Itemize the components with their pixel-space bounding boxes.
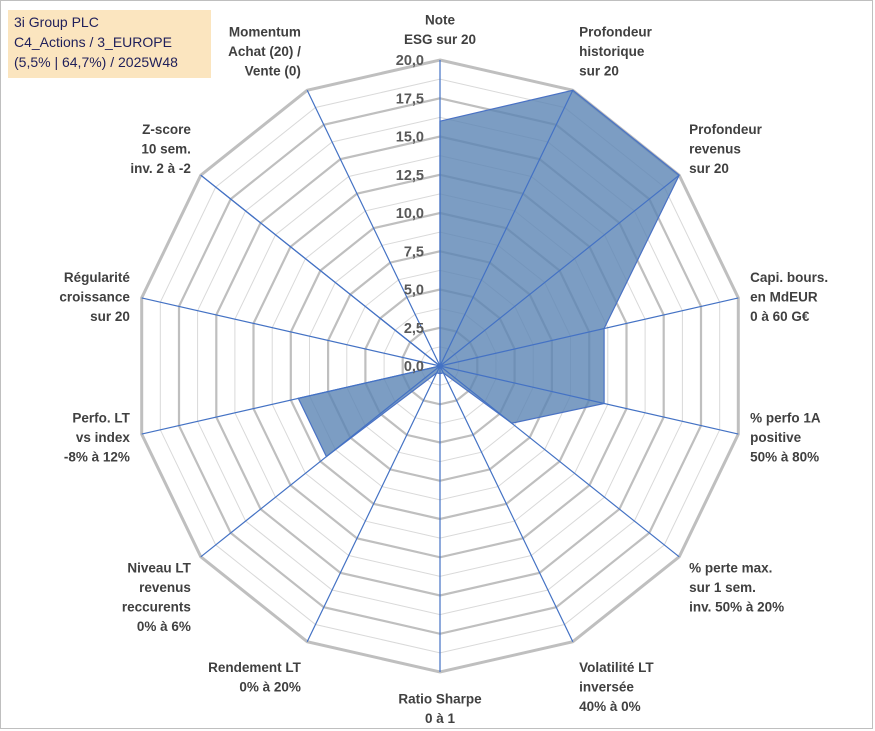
title-box: 3i Group PLC C4_Actions / 3_EUROPE (5,5%… [8, 10, 211, 78]
axis-label: 50% à 80% [750, 450, 819, 465]
tick-label: 10,0 [396, 206, 424, 222]
axis-label: historique [579, 44, 645, 59]
axis-label: reccurents [122, 600, 191, 615]
axis-label: Achat (20) / [228, 44, 301, 59]
axis-label: inv. 50% à 20% [689, 600, 784, 615]
tick-label: 5,0 [404, 283, 424, 299]
tick-label: 7,5 [404, 244, 424, 260]
axis-label: Perfo. LT [72, 411, 130, 426]
axis-label: sur 20 [90, 309, 130, 324]
axis-label: 0% à 20% [239, 680, 301, 695]
axis-label: Vente (0) [245, 63, 301, 78]
axis-label: positive [750, 430, 802, 445]
tick-label: 15,0 [396, 130, 424, 146]
axis-spoke [439, 365, 574, 642]
axis-label: Momentum [229, 24, 301, 39]
axis-label: Profondeur [689, 122, 762, 137]
title-line-category: C4_Actions / 3_EUROPE [14, 34, 172, 50]
axis-label: sur 1 sem. [689, 580, 756, 595]
axis-spoke [200, 174, 441, 367]
axis-labels: Note ESG sur 20 Profondeur historique sur 20… [59, 13, 828, 727]
axis-label: en MdEUR [750, 289, 818, 304]
axis-label: -8% à 12% [64, 450, 130, 465]
axis-label: Capi. bours. [750, 270, 828, 285]
axis-label: 0% à 6% [137, 619, 191, 634]
axis-label: Z-score [142, 122, 191, 137]
axis-label: Ratio Sharpe [398, 692, 482, 707]
axis-spoke [439, 365, 739, 435]
axis-label: 40% à 0% [579, 699, 641, 714]
axis-label: 0 à 1 [425, 711, 456, 726]
tick-label: 0,0 [404, 359, 424, 375]
axis-label: revenus [689, 142, 741, 157]
tick-labels: 0,0 2,5 5,0 7,5 10,0 12,5 15,0 17,5 20,0 [396, 53, 424, 375]
axis-spoke [141, 365, 441, 435]
axis-label: Note [425, 13, 455, 28]
axis-spoke [439, 90, 574, 367]
tick-label: 20,0 [396, 53, 424, 69]
axis-label: croissance [59, 289, 130, 304]
axis-spoke [306, 365, 441, 642]
axis-label: Régularité [64, 270, 131, 285]
axis-label: Niveau LT [127, 561, 191, 576]
axis-label: % perte max. [689, 561, 772, 576]
axis-spoke [439, 174, 680, 367]
tick-label: 2,5 [404, 321, 424, 337]
axis-label: sur 20 [689, 161, 729, 176]
axis-label: inversée [579, 680, 634, 695]
axis-label: 10 sem. [141, 142, 191, 157]
axis-label: Profondeur [579, 24, 652, 39]
axis-spoke [439, 365, 680, 558]
axis-spoke [200, 365, 441, 558]
title-line-company: 3i Group PLC [14, 14, 99, 30]
axis-label: Rendement LT [208, 660, 302, 675]
axis-spoke [141, 297, 441, 367]
tick-label: 17,5 [396, 91, 424, 107]
axis-spoke [439, 297, 739, 367]
axis-label: revenus [139, 580, 191, 595]
axis-label: vs index [76, 430, 131, 445]
axis-label: 0 à 60 G€ [750, 309, 810, 324]
title-line-stats: (5,5% | 64,7%) / 2025W48 [14, 54, 178, 70]
axis-label: Volatilité LT [579, 660, 654, 675]
axis-label: inv. 2 à -2 [130, 161, 191, 176]
axis-spoke [306, 90, 441, 367]
axis-label: sur 20 [579, 63, 619, 78]
axis-spokes [141, 60, 739, 672]
tick-label: 12,5 [396, 168, 424, 184]
axis-label: % perfo 1A [750, 411, 821, 426]
axis-label: ESG sur 20 [404, 32, 476, 47]
